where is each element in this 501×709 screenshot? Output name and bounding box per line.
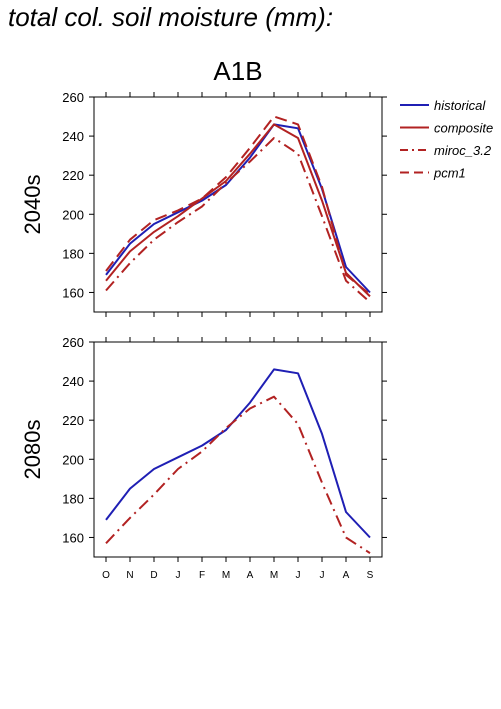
- legend-label: composite: [434, 121, 493, 136]
- page-title: total col. soil moisture (mm):: [8, 2, 334, 32]
- x-tick-label: M: [270, 570, 278, 581]
- y-tick-label: 160: [62, 285, 84, 300]
- plot-frame: [93, 96, 383, 313]
- legend-item: miroc_3.2: [400, 143, 492, 158]
- x-tick-label: J: [296, 570, 301, 581]
- x-tick-label: J: [176, 570, 181, 581]
- legend-label: miroc_3.2: [434, 143, 492, 158]
- legend-label: pcm1: [433, 166, 466, 181]
- y-tick-label: 180: [62, 491, 84, 506]
- series-line-historical: [105, 123, 371, 294]
- series-line-composite: [105, 123, 371, 298]
- legend-item: composite: [400, 121, 493, 136]
- legend-item: historical: [400, 98, 486, 113]
- x-tick-label: A: [343, 570, 350, 581]
- row-label-2040s: 2040s: [20, 175, 45, 235]
- y-tick-label: 180: [62, 246, 84, 261]
- scenario-title: A1B: [213, 56, 262, 86]
- plot-frame: [93, 341, 383, 558]
- y-tick-label: 200: [62, 452, 84, 467]
- x-tick-label: O: [102, 570, 110, 581]
- y-tick-label: 220: [62, 413, 84, 428]
- legend-item: pcm1: [400, 166, 466, 181]
- x-tick-label: N: [126, 570, 133, 581]
- legend: historical composite miroc_3.2 pcm1: [400, 98, 493, 181]
- panel-2080s: 160 180 200 220 240 260 O N D J F M A M J J A S 2080s: [20, 335, 387, 581]
- series-line-pcm1: [105, 115, 371, 296]
- series-line-historical: [105, 368, 371, 539]
- x-tick-label: D: [150, 570, 157, 581]
- row-label-2080s: 2080s: [20, 420, 45, 480]
- x-tick-label: J: [320, 570, 325, 581]
- panel-2040s: 160 180 200 220 240 260 2040s: [20, 90, 387, 317]
- legend-label: historical: [434, 98, 486, 113]
- x-tick-label: M: [222, 570, 230, 581]
- series-line-miroc-3-2: [105, 137, 371, 303]
- x-tick-label: S: [367, 570, 374, 581]
- x-tick-label: A: [247, 570, 254, 581]
- y-tick-label: 160: [62, 530, 84, 545]
- y-tick-label: 240: [62, 129, 84, 144]
- y-tick-label: 240: [62, 374, 84, 389]
- x-tick-label: F: [199, 570, 205, 581]
- y-tick-label: 260: [62, 90, 84, 105]
- y-tick-label: 260: [62, 335, 84, 350]
- y-tick-label: 200: [62, 207, 84, 222]
- y-tick-label: 220: [62, 168, 84, 183]
